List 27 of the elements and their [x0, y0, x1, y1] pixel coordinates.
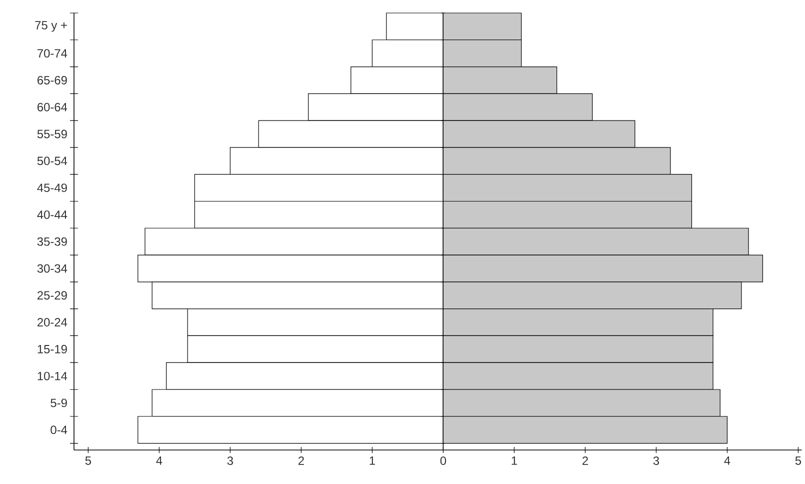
x-tick-label: 4: [156, 456, 162, 465]
x-tick-label: 0: [440, 456, 446, 465]
x-tick-label: 5: [85, 456, 92, 465]
x-tick-label: 1: [512, 456, 517, 465]
x-tick-label: 4: [724, 456, 730, 465]
y-tick-label: 0-4: [50, 426, 68, 434]
y-tick-label: 20-24: [37, 318, 68, 326]
y-tick-label: 15-19: [38, 344, 67, 354]
y-tick-label: 45-49: [37, 184, 67, 192]
y-tick-label: 55-59: [37, 130, 67, 138]
y-tick-label: 60-64: [38, 102, 68, 112]
y-tick-label: 75 y +: [35, 21, 67, 32]
x-tick-label: 2: [582, 456, 588, 465]
x-tick-label: 2: [298, 456, 304, 465]
y-tick-label: 65-69: [38, 76, 67, 84]
y-tick-label: 30-34: [37, 264, 68, 273]
x-tick-label: 3: [653, 456, 660, 465]
x-tick-label: 1: [370, 456, 375, 465]
y-tick-label: 35-39: [37, 237, 67, 246]
y-tick-label: 10-14: [38, 372, 68, 380]
y-tick-label: 5-9: [50, 398, 67, 408]
y-tick-label: 70-74: [38, 49, 68, 58]
y-tick-label: 25-29: [37, 291, 67, 300]
y-tick-label: 40-44: [37, 210, 68, 219]
x-tick-label: 3: [227, 456, 233, 465]
x-tick-label: 5: [795, 456, 802, 465]
y-tick-label: 50-54: [37, 156, 68, 166]
